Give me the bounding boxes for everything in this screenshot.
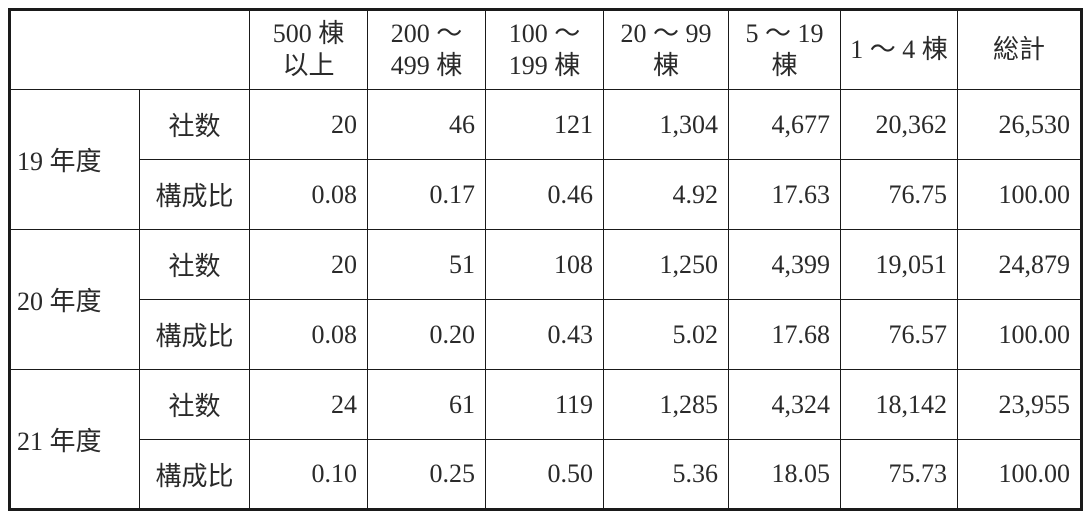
metric-count: 社数 bbox=[140, 370, 250, 440]
header-200: 200 ～ 499 棟 bbox=[368, 10, 486, 90]
table-row: 構成比 0.08 0.17 0.46 4.92 17.63 76.75 100.… bbox=[10, 160, 1082, 230]
cell: 26,530 bbox=[958, 90, 1082, 160]
cell: 75.73 bbox=[841, 440, 958, 510]
cell: 0.25 bbox=[368, 440, 486, 510]
cell: 24 bbox=[250, 370, 368, 440]
header-500-l1: 500 棟 bbox=[250, 18, 367, 51]
cell: 1,285 bbox=[604, 370, 729, 440]
metric-ratio: 構成比 bbox=[140, 440, 250, 510]
cell: 121 bbox=[486, 90, 604, 160]
cell: 0.50 bbox=[486, 440, 604, 510]
cell: 17.68 bbox=[729, 300, 841, 370]
header-20: 20 ～ 99 棟 bbox=[604, 10, 729, 90]
header-20-l2: 棟 bbox=[604, 50, 728, 83]
cell: 0.08 bbox=[250, 300, 368, 370]
header-5: 5 ～ 19 棟 bbox=[729, 10, 841, 90]
header-5-l2: 棟 bbox=[729, 50, 840, 83]
data-table: 500 棟 以上 200 ～ 499 棟 100 ～ 199 棟 20 ～ 99… bbox=[8, 8, 1083, 511]
cell: 0.20 bbox=[368, 300, 486, 370]
cell: 76.57 bbox=[841, 300, 958, 370]
cell: 4,399 bbox=[729, 230, 841, 300]
header-200-l1: 200 ～ bbox=[368, 18, 485, 51]
cell: 0.43 bbox=[486, 300, 604, 370]
cell: 18,142 bbox=[841, 370, 958, 440]
header-20-l1: 20 ～ 99 bbox=[604, 18, 728, 51]
cell: 5.36 bbox=[604, 440, 729, 510]
year-label: 20 年度 bbox=[10, 230, 140, 370]
cell: 20 bbox=[250, 90, 368, 160]
cell: 17.63 bbox=[729, 160, 841, 230]
cell: 108 bbox=[486, 230, 604, 300]
cell: 76.75 bbox=[841, 160, 958, 230]
cell: 1,304 bbox=[604, 90, 729, 160]
cell: 24,879 bbox=[958, 230, 1082, 300]
cell: 46 bbox=[368, 90, 486, 160]
cell: 100.00 bbox=[958, 160, 1082, 230]
header-100: 100 ～ 199 棟 bbox=[486, 10, 604, 90]
metric-count: 社数 bbox=[140, 230, 250, 300]
cell: 51 bbox=[368, 230, 486, 300]
header-100-l2: 199 棟 bbox=[486, 50, 603, 83]
header-blank bbox=[10, 10, 250, 90]
cell: 0.46 bbox=[486, 160, 604, 230]
header-100-l1: 100 ～ bbox=[486, 18, 603, 51]
cell: 23,955 bbox=[958, 370, 1082, 440]
table-row: 20 年度 社数 20 51 108 1,250 4,399 19,051 24… bbox=[10, 230, 1082, 300]
cell: 19,051 bbox=[841, 230, 958, 300]
header-500-l2: 以上 bbox=[250, 50, 367, 83]
cell: 61 bbox=[368, 370, 486, 440]
year-label: 19 年度 bbox=[10, 90, 140, 230]
cell: 0.10 bbox=[250, 440, 368, 510]
cell: 119 bbox=[486, 370, 604, 440]
cell: 0.17 bbox=[368, 160, 486, 230]
metric-ratio: 構成比 bbox=[140, 300, 250, 370]
cell: 0.08 bbox=[250, 160, 368, 230]
cell: 4,324 bbox=[729, 370, 841, 440]
table-row: 構成比 0.10 0.25 0.50 5.36 18.05 75.73 100.… bbox=[10, 440, 1082, 510]
header-200-l2: 499 棟 bbox=[368, 50, 485, 83]
year-label: 21 年度 bbox=[10, 370, 140, 510]
cell: 100.00 bbox=[958, 300, 1082, 370]
cell: 20,362 bbox=[841, 90, 958, 160]
table-row: 21 年度 社数 24 61 119 1,285 4,324 18,142 23… bbox=[10, 370, 1082, 440]
table-row: 19 年度 社数 20 46 121 1,304 4,677 20,362 26… bbox=[10, 90, 1082, 160]
cell: 100.00 bbox=[958, 440, 1082, 510]
header-5-l1: 5 ～ 19 bbox=[729, 18, 840, 51]
cell: 4,677 bbox=[729, 90, 841, 160]
cell: 18.05 bbox=[729, 440, 841, 510]
header-500: 500 棟 以上 bbox=[250, 10, 368, 90]
header-total: 総計 bbox=[958, 10, 1082, 90]
metric-count: 社数 bbox=[140, 90, 250, 160]
header-1: 1 ～ 4 棟 bbox=[841, 10, 958, 90]
cell: 5.02 bbox=[604, 300, 729, 370]
cell: 20 bbox=[250, 230, 368, 300]
table-row: 構成比 0.08 0.20 0.43 5.02 17.68 76.57 100.… bbox=[10, 300, 1082, 370]
metric-ratio: 構成比 bbox=[140, 160, 250, 230]
cell: 1,250 bbox=[604, 230, 729, 300]
header-row: 500 棟 以上 200 ～ 499 棟 100 ～ 199 棟 20 ～ 99… bbox=[10, 10, 1082, 90]
cell: 4.92 bbox=[604, 160, 729, 230]
